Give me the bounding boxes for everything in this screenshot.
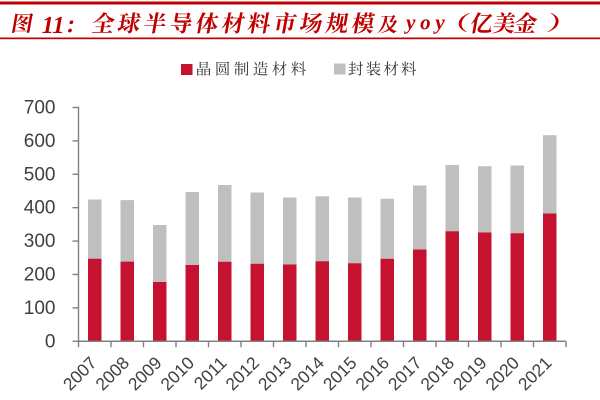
- svg-text:500: 500: [24, 164, 56, 185]
- svg-text:200: 200: [24, 264, 56, 285]
- svg-text:600: 600: [24, 131, 56, 152]
- svg-text:400: 400: [24, 198, 56, 219]
- svg-text:0: 0: [45, 331, 56, 352]
- svg-text:300: 300: [24, 231, 56, 252]
- svg-text:700: 700: [24, 98, 56, 119]
- svg-text:100: 100: [24, 298, 56, 319]
